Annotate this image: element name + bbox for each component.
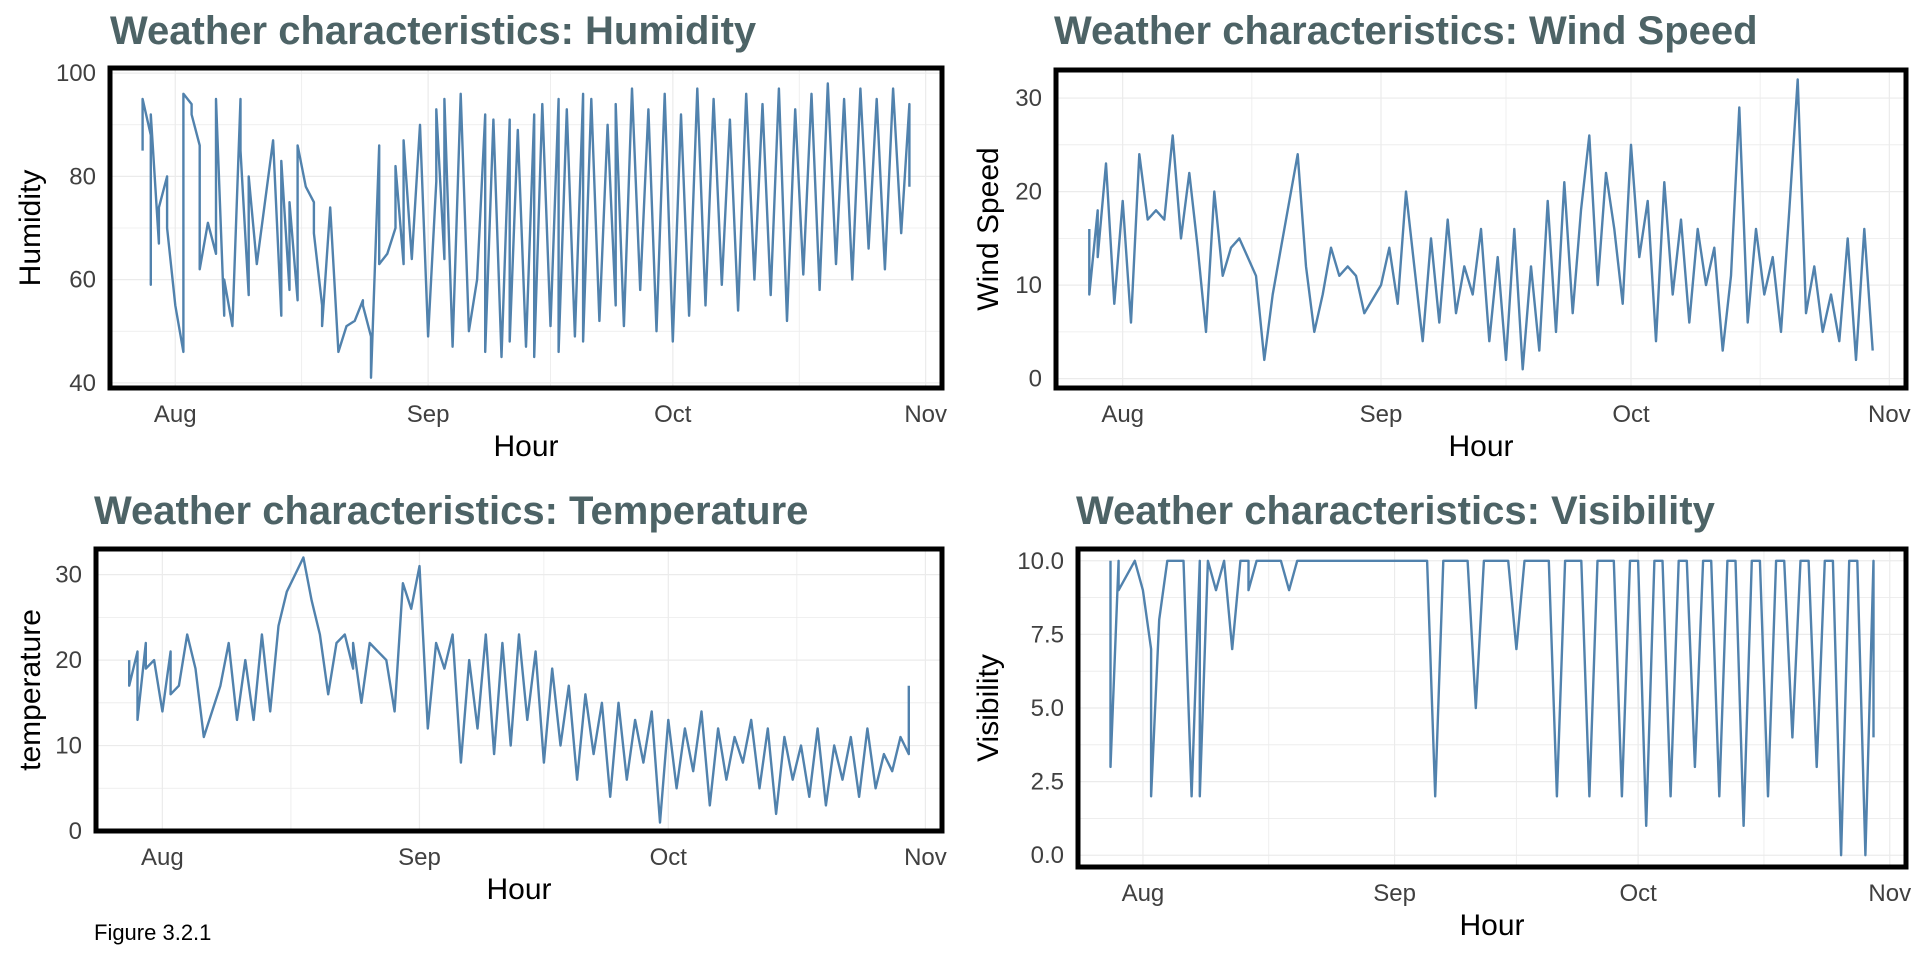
y-tick-label: 30 <box>55 562 82 589</box>
x-tick-label: Sep <box>398 844 441 871</box>
x-tick-label: Oct <box>1619 880 1657 907</box>
x-tick-label: Sep <box>1360 401 1403 428</box>
wind-y-axis-label: Wind Speed <box>972 147 1005 310</box>
wind-grid <box>1056 70 1906 388</box>
wind-x-axis-label: Hour <box>1448 430 1513 463</box>
humidity-series-line <box>141 82 911 379</box>
x-tick-label: Nov <box>904 401 947 428</box>
temperature-series-line <box>127 556 910 824</box>
y-tick-label: 20 <box>55 647 82 674</box>
temperature-y-axis-label: temperature <box>14 609 47 771</box>
x-tick-label: Sep <box>1373 880 1416 907</box>
x-tick-label: Nov <box>904 844 947 871</box>
humidity-panel-border <box>107 65 945 391</box>
y-tick-label: 20 <box>1015 179 1042 206</box>
x-tick-label: Oct <box>650 844 688 871</box>
y-tick-label: 60 <box>69 267 96 294</box>
temperature-title: Weather characteristics: Temperature <box>94 489 808 533</box>
humidity-title: Weather characteristics: Humidity <box>110 9 757 53</box>
temperature-panel-border <box>93 546 945 834</box>
visibility-panel-border <box>1075 546 1909 870</box>
y-tick-label: 0 <box>69 818 82 845</box>
visibility-y-axis-label: Visibility <box>972 654 1005 762</box>
x-tick-label: Oct <box>1612 401 1650 428</box>
wind-title: Weather characteristics: Wind Speed <box>1054 9 1758 53</box>
y-tick-label: 40 <box>69 370 96 397</box>
humidity-y-axis-label: Humidity <box>14 170 47 287</box>
x-tick-label: Aug <box>1101 401 1144 428</box>
visibility-x-axis-label: Hour <box>1459 909 1524 942</box>
y-tick-label: 100 <box>56 60 96 87</box>
x-tick-label: Aug <box>154 401 197 428</box>
x-tick-label: Aug <box>1122 880 1165 907</box>
temperature-x-axis-label: Hour <box>486 873 551 906</box>
x-tick-label: Nov <box>1868 880 1911 907</box>
visibility-title: Weather characteristics: Visibility <box>1076 489 1716 533</box>
y-tick-label: 10 <box>55 733 82 760</box>
wind-series-line <box>1088 78 1874 371</box>
y-tick-label: 2.5 <box>1031 769 1064 796</box>
visibility-series-line <box>1109 559 1875 857</box>
y-tick-label: 5.0 <box>1031 695 1064 722</box>
y-tick-label: 30 <box>1015 85 1042 112</box>
y-tick-label: 7.5 <box>1031 621 1064 648</box>
y-tick-label: 10 <box>1015 272 1042 299</box>
y-tick-label: 80 <box>69 163 96 190</box>
y-tick-label: 0 <box>1029 366 1042 393</box>
figure-caption: Figure 3.2.1 <box>94 920 212 945</box>
humidity-x-axis-label: Hour <box>493 430 558 463</box>
wind-panel-border <box>1053 67 1909 391</box>
x-tick-label: Oct <box>654 401 692 428</box>
y-tick-label: 0.0 <box>1031 842 1064 869</box>
humidity-grid <box>110 68 942 388</box>
x-tick-label: Aug <box>141 844 184 871</box>
x-tick-label: Nov <box>1868 401 1911 428</box>
x-tick-label: Sep <box>407 401 450 428</box>
y-tick-label: 10.0 <box>1017 548 1064 575</box>
